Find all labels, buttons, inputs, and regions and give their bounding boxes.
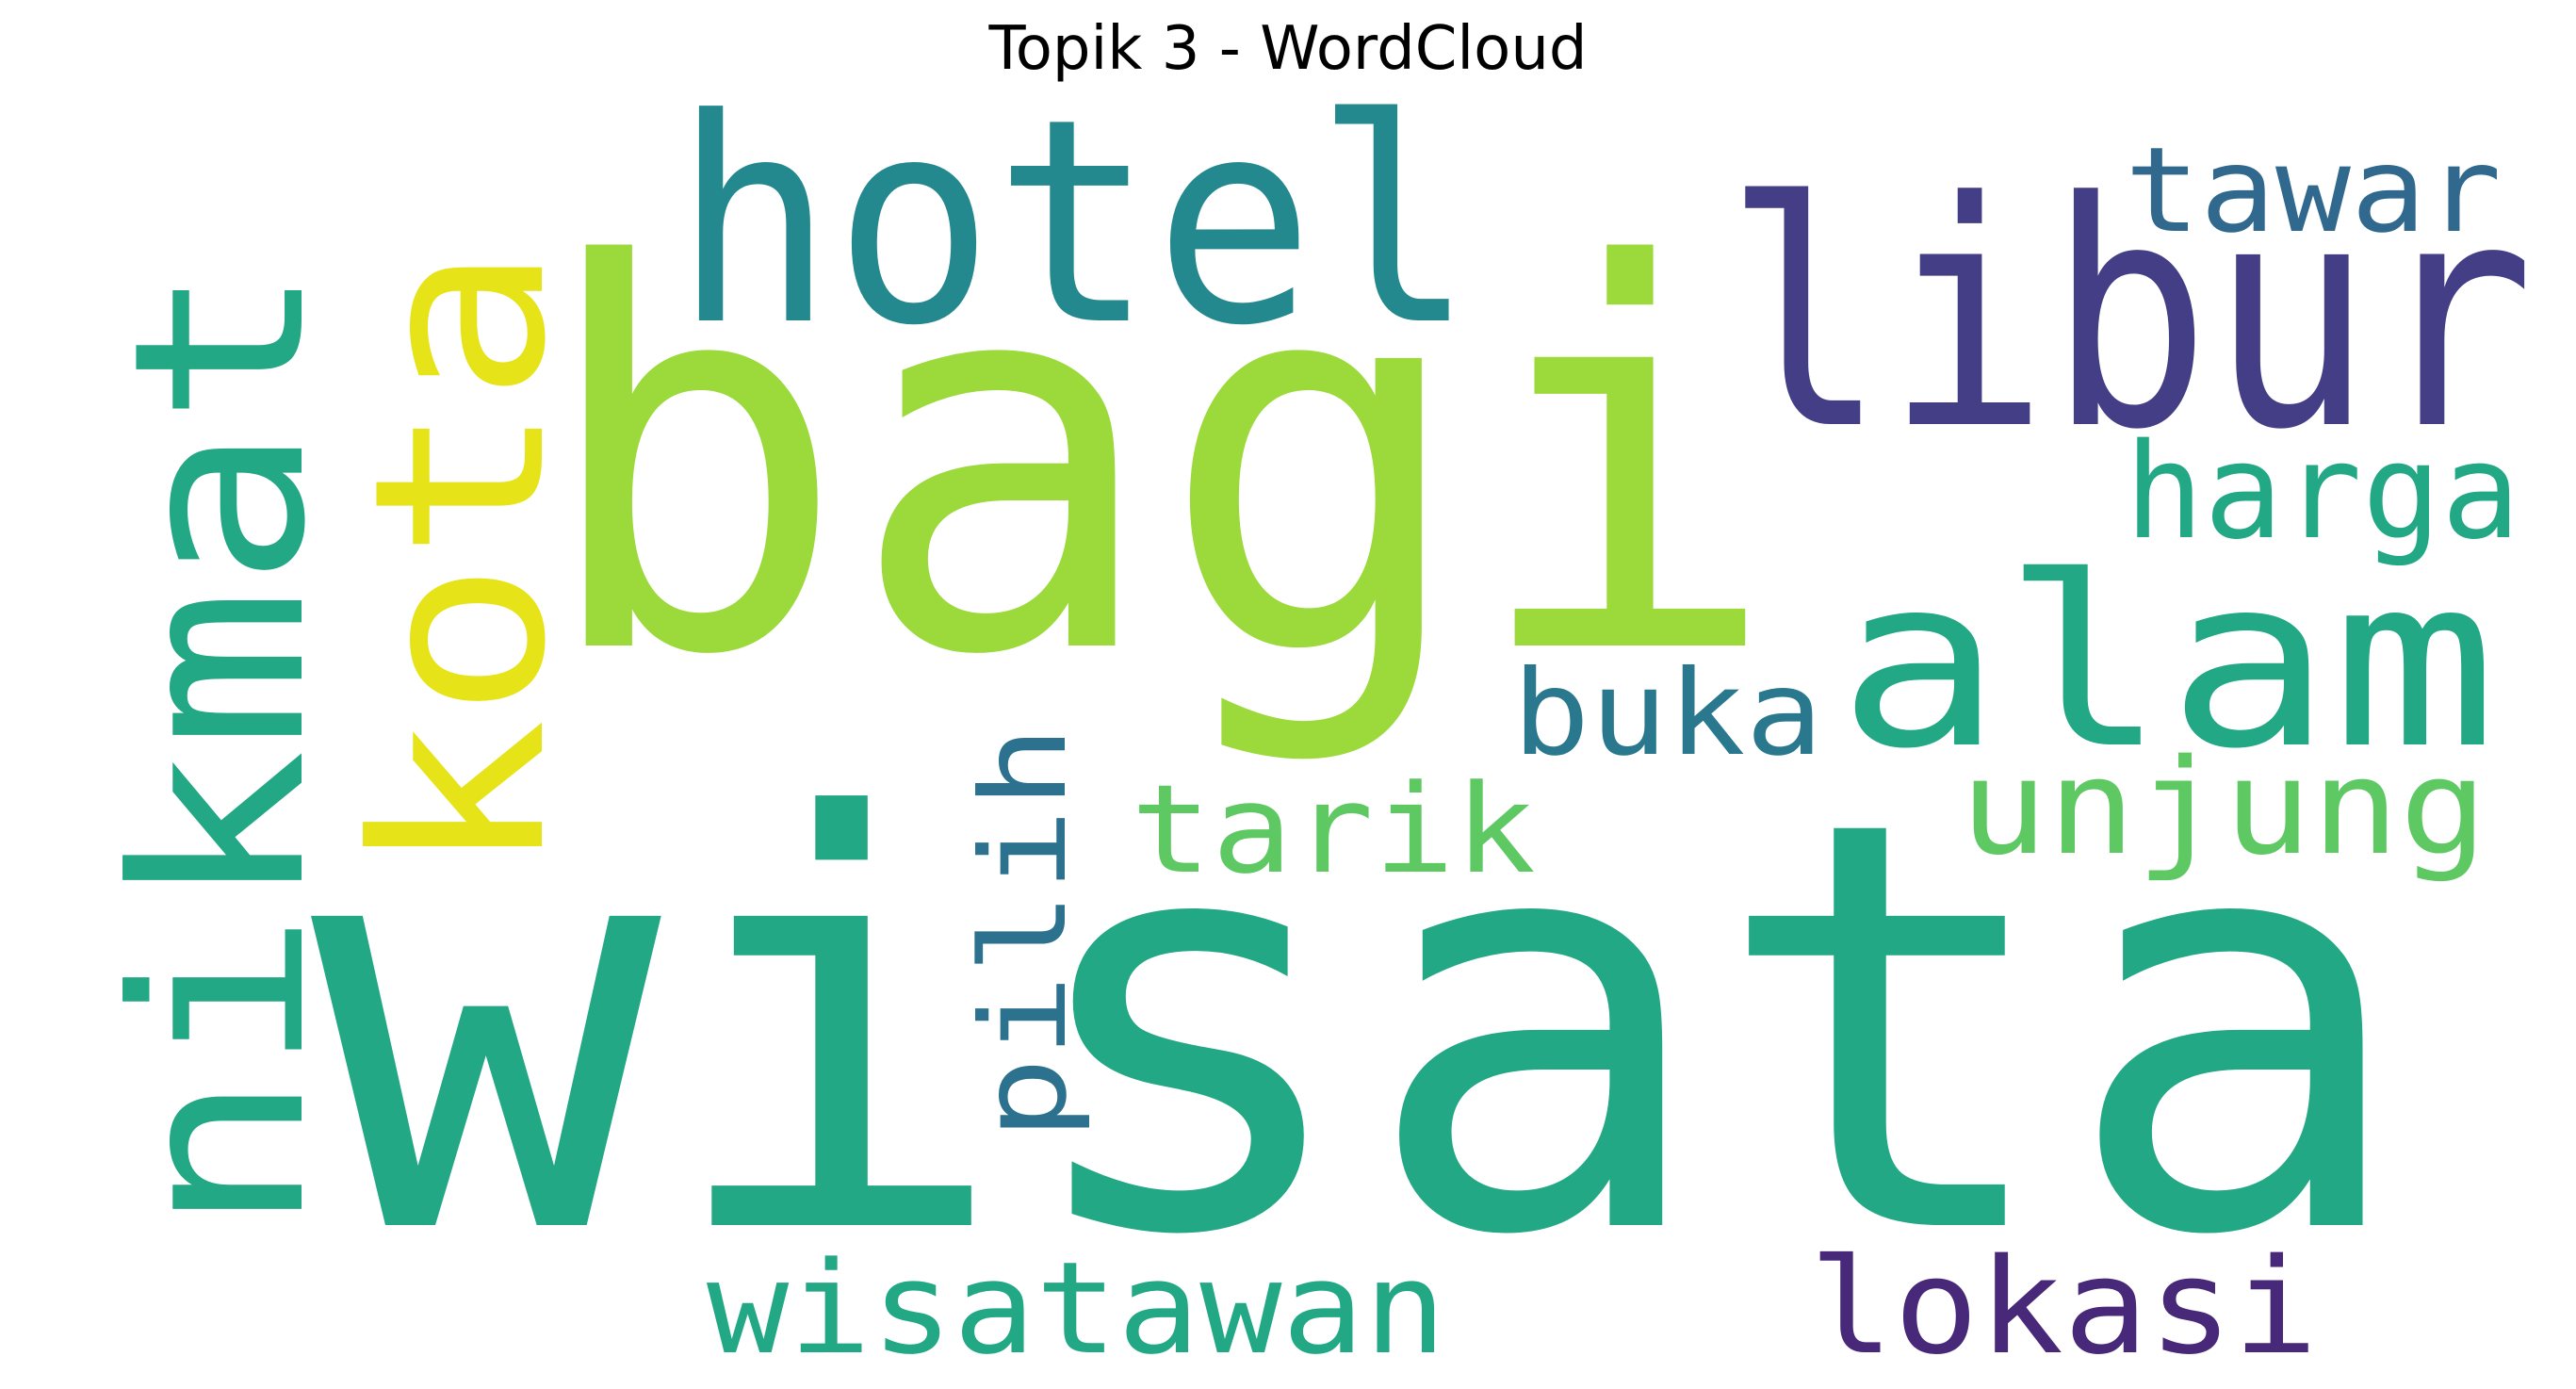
word-nikmat: nikmat	[84, 264, 358, 1234]
word-lokasi: lokasi	[1809, 1231, 2318, 1383]
word-unjung: unjung	[1960, 730, 2487, 884]
chart-title: Topik 3 - WordCloud	[988, 14, 1588, 84]
word-kota: kota	[324, 245, 597, 876]
word-pilih: pilih	[956, 726, 1093, 1140]
word-wisata: wisata	[311, 700, 2412, 1359]
word-hotel: hotel	[674, 58, 1475, 387]
word-bagi: bagi	[537, 156, 1781, 771]
word-tawar: tawar	[2125, 123, 2502, 259]
word-alam: alam	[1837, 526, 2497, 800]
word-harga: harga	[2125, 415, 2520, 568]
word-wisatawan: wisatawan	[707, 1235, 1446, 1383]
word-libur: libur	[1724, 136, 2535, 498]
word-tarik: tarik	[1131, 759, 1536, 901]
word-buka: buka	[1512, 645, 1823, 782]
